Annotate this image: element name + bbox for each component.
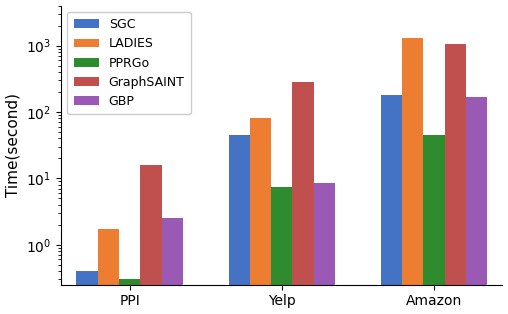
Bar [162, 218, 183, 314]
Bar [314, 183, 335, 314]
Bar [98, 230, 119, 314]
Bar [140, 165, 162, 314]
Bar [423, 135, 444, 314]
Y-axis label: Time(second): Time(second) [6, 93, 20, 197]
Bar [250, 118, 271, 314]
Bar [76, 271, 98, 314]
Bar [229, 135, 250, 314]
Legend: SGC, LADIES, PPRGo, GraphSAINT, GBP: SGC, LADIES, PPRGo, GraphSAINT, GBP [68, 12, 190, 114]
Bar [402, 38, 423, 314]
Bar [444, 44, 466, 314]
Bar [466, 97, 487, 314]
Bar [380, 95, 402, 314]
Bar [119, 279, 140, 314]
Bar [293, 82, 314, 314]
Bar [271, 187, 293, 314]
